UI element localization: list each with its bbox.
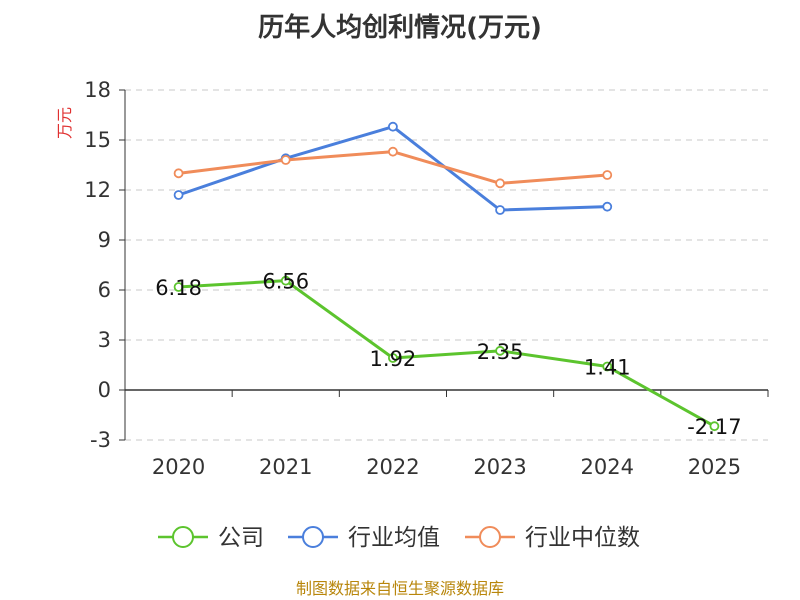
data-point-2 [388,146,398,157]
x-tick-label: 2020 [152,455,205,479]
data-point-1 [602,201,613,212]
data-point-2 [495,178,505,189]
y-tick-label: 6 [98,278,111,302]
data-point-0 [388,353,398,363]
y-tick-label: 15 [84,128,111,152]
x-tick-label: 2021 [259,455,312,479]
data-point-0 [495,345,505,356]
legend-marker [302,526,324,548]
data-point-0 [709,421,720,432]
legend-label: 行业均值 [348,525,440,551]
source-note: 制图数据来自恒生聚源数据库 [296,579,504,598]
data-point-0 [280,275,291,286]
axes: -3 0 3 6 9 12 15 18 2020 2021 2022 2023 2024 2025 [84,78,769,479]
series-line-0 [178,279,716,428]
y-tick-label: 9 [98,228,111,252]
data-point-0 [173,282,184,292]
data-point-0 [602,361,613,372]
y-tick-label: 18 [84,78,111,102]
x-tick-label: 2025 [688,455,741,479]
legend-label: 公司 [218,525,264,551]
y-tick-label: 0 [98,378,111,402]
x-tick-label: 2024 [581,455,634,479]
legend-label: 行业中位数 [525,525,640,551]
y-tick-label: 3 [98,328,111,352]
y-tick-label: 12 [84,178,111,202]
data-label: 1.41 [584,356,631,380]
series-layer [173,121,720,432]
data-label: 1.92 [370,347,417,371]
data-label: 6.18 [155,276,202,300]
x-tick-label: 2023 [473,455,526,479]
data-point-2 [280,155,291,165]
data-point-1 [495,205,505,215]
data-point-1 [388,121,398,132]
y-tick-label: -3 [90,428,111,452]
data-point-2 [602,170,613,180]
legend-marker [172,526,194,548]
y-axis-label: 万元 [55,107,74,139]
x-tick-label: 2022 [366,455,419,479]
data-label: 2.35 [477,340,524,364]
data-point-1 [173,190,184,200]
data-label: -2.17 [687,415,741,439]
legend: 公司 行业均值 行业中位数 [158,525,640,551]
legend-marker [479,526,501,548]
chart-title: 历年人均创利情况(万元) [258,12,542,43]
series-line-1 [178,125,608,212]
data-labels: 6.18 6.56 1.92 2.35 1.41 -2.17 [155,270,741,440]
data-point-2 [173,168,184,179]
gridlines [125,89,768,441]
data-label: 6.56 [262,270,309,294]
